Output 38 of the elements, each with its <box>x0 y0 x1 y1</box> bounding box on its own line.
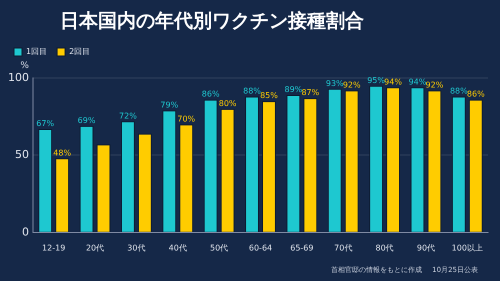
x-tick-label: 90代 <box>416 243 436 252</box>
x-tick-label: 20代 <box>86 243 104 252</box>
data-label: 85% <box>260 91 278 100</box>
data-label: 92% <box>426 80 444 90</box>
legend-label: 1回目 <box>26 47 48 56</box>
data-label: 95% <box>367 76 386 85</box>
x-tick-label: 40代 <box>168 243 187 252</box>
data-label: 80% <box>218 98 237 108</box>
data-label: 86% <box>466 90 486 99</box>
x-tick-label: 80代 <box>375 243 394 252</box>
data-label: 72% <box>119 111 138 120</box>
y-tick-label: 100 <box>8 70 29 84</box>
x-tick-label: 100以上 <box>452 243 483 252</box>
x-tick-label: 30代 <box>127 243 146 252</box>
x-tick-label: 70代 <box>334 243 352 252</box>
data-label: 94% <box>384 77 402 86</box>
data-label: 70% <box>177 114 196 124</box>
data-label: 67% <box>36 119 54 128</box>
data-label: 86% <box>202 90 220 99</box>
x-tick-label: 60-64 <box>248 243 272 252</box>
x-tick-label: 65-69 <box>290 243 314 252</box>
chart-title: 日本国内の年代別ワクチン接種割合 <box>59 9 365 34</box>
data-label: 87% <box>301 88 320 98</box>
data-label: 93% <box>326 78 344 88</box>
data-label: 89% <box>284 85 303 94</box>
y-axis-title: % <box>20 60 30 71</box>
data-label: 79% <box>160 100 179 110</box>
y-tick-label: 0 <box>22 225 29 238</box>
x-tick-label: 12-19 <box>42 243 66 252</box>
data-label: 69% <box>78 116 96 125</box>
data-label: 92% <box>342 80 361 90</box>
x-tick-label: 50代 <box>210 243 228 252</box>
data-label: 88% <box>450 86 468 96</box>
data-label: 48% <box>53 148 72 158</box>
data-label: 88% <box>243 86 262 96</box>
data-label: 94% <box>408 77 427 86</box>
y-tick-label: 50 <box>14 148 29 162</box>
legend-label: 2回目 <box>69 47 90 56</box>
